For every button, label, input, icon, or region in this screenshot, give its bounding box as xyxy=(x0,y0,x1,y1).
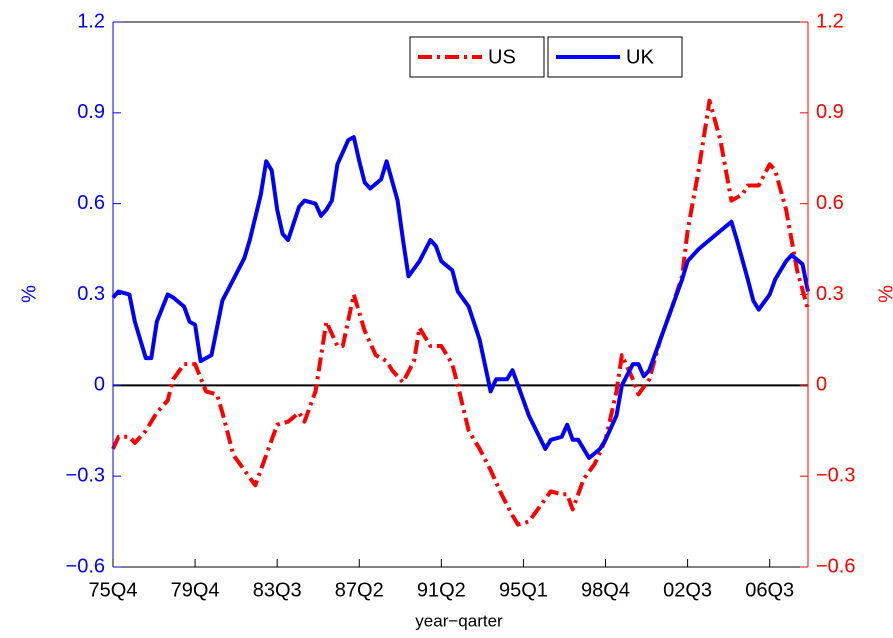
x-tick-label: 83Q3 xyxy=(253,579,302,601)
y2-tick-label: 1.2 xyxy=(816,10,844,32)
y2-tick-label: 0.9 xyxy=(816,101,844,123)
y2-tick-label: −0.3 xyxy=(816,464,855,486)
line-series xyxy=(111,135,810,460)
x-tick-label: 06Q3 xyxy=(745,579,794,601)
x-tick-label: 87Q2 xyxy=(335,579,384,601)
y2-tick-label: 0.3 xyxy=(816,283,844,305)
y-tick-label: 0.3 xyxy=(77,283,105,305)
y2-tick-label: 0 xyxy=(816,374,827,396)
legend-label: UK xyxy=(626,46,654,68)
y2-tick-label: 0.6 xyxy=(816,192,844,214)
x-tick-label: 91Q2 xyxy=(417,579,466,601)
y2-tick-label: −0.6 xyxy=(816,555,855,577)
y-tick-label: 0 xyxy=(94,374,105,396)
y-tick-label: −0.6 xyxy=(66,555,105,577)
y-tick-label: 1.2 xyxy=(77,10,105,32)
x-tick-label: 98Q4 xyxy=(581,579,630,601)
y-tick-label: 0.9 xyxy=(77,101,105,123)
x-axis-label: year−qarter xyxy=(415,611,503,630)
y-tick-label: 0.6 xyxy=(77,192,105,214)
line-series xyxy=(111,98,810,527)
legend-label: US xyxy=(488,46,516,68)
x-tick-label: 02Q3 xyxy=(663,579,712,601)
x-tick-label: 95Q1 xyxy=(499,579,548,601)
x-tick-label: 75Q4 xyxy=(89,579,138,601)
y2-axis-label: % xyxy=(875,285,893,303)
x-tick-label: 79Q4 xyxy=(171,579,220,601)
y-axis-label: % xyxy=(18,285,40,303)
y-tick-label: −0.3 xyxy=(66,464,105,486)
